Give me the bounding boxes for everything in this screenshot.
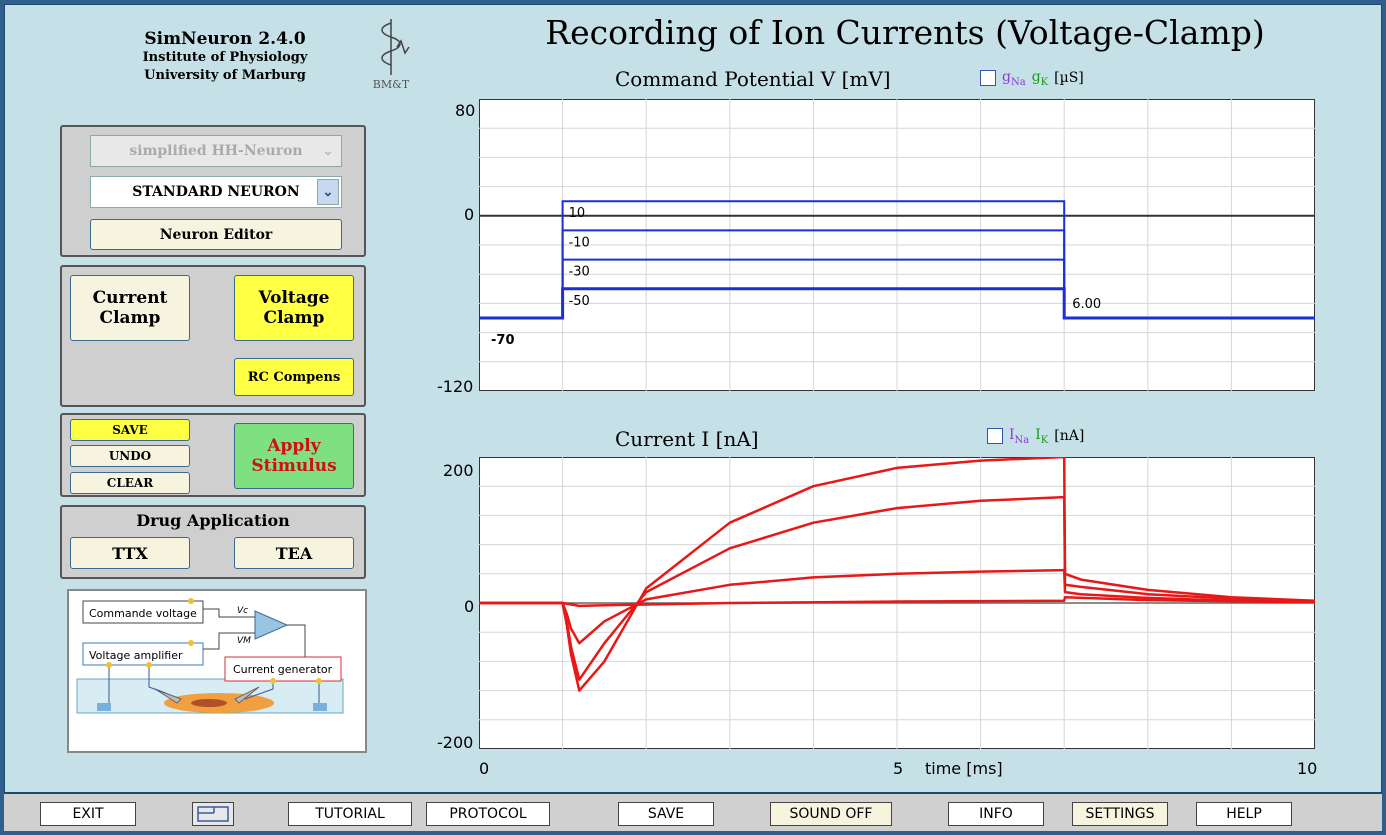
window-icon bbox=[197, 806, 229, 822]
chevron-down-icon: ⌄ bbox=[317, 179, 339, 205]
ttx-button[interactable]: TTX bbox=[70, 537, 190, 569]
page-title: Recording of Ion Currents (Voltage-Clamp… bbox=[545, 13, 1265, 52]
circuit-vm-label: VM bbox=[237, 636, 251, 646]
current-legend: INa IK [nA] bbox=[987, 427, 1084, 446]
step-label: -50 bbox=[569, 294, 590, 309]
circuit-vc-label: Vc bbox=[237, 606, 248, 616]
save-stimulus-button[interactable]: SAVE bbox=[70, 419, 190, 441]
i-xtick-10: 10 bbox=[1297, 759, 1318, 778]
current-trace-2 bbox=[479, 568, 1315, 645]
legend-g-k: gK bbox=[1031, 69, 1049, 88]
conductance-checkbox[interactable] bbox=[980, 70, 996, 87]
current-plot bbox=[479, 457, 1315, 749]
v-ytick-bottom: -120 bbox=[437, 377, 474, 396]
settings-button[interactable]: SETTINGS bbox=[1072, 802, 1168, 826]
apply-stimulus-button[interactable]: Apply Stimulus bbox=[234, 423, 354, 489]
brand: SimNeuron 2.4.0 Institute of Physiology … bbox=[125, 29, 325, 85]
tutorial-button[interactable]: TUTORIAL bbox=[288, 802, 412, 826]
chevron-down-icon: ⌄ bbox=[322, 143, 334, 159]
circuit-command-label: Commande voltage bbox=[89, 607, 197, 620]
mode-panel: Current Clamp Voltage Clamp RC Compens bbox=[60, 265, 366, 407]
drug-panel: Drug Application TTX TEA bbox=[60, 505, 366, 579]
app-window: SimNeuron 2.4.0 Institute of Physiology … bbox=[4, 4, 1382, 831]
circuit-graphic: Commande voltage Voltage amplifier Curre… bbox=[76, 598, 344, 714]
circuit-diagram: Commande voltage Voltage amplifier Curre… bbox=[67, 589, 367, 753]
tea-button[interactable]: TEA bbox=[234, 537, 354, 569]
current-trace-3 bbox=[479, 595, 1315, 608]
end-time-label: 6.00 bbox=[1072, 297, 1101, 312]
voltage-plot: 10 -10 -30 -50 -70 6.00 bbox=[479, 99, 1315, 391]
legend-g-na: gNa bbox=[1002, 69, 1026, 88]
legend-i-unit: [nA] bbox=[1054, 428, 1085, 445]
neuron-select-value: STANDARD NEURON bbox=[132, 184, 300, 200]
drug-title: Drug Application bbox=[136, 511, 290, 530]
voltage-legend: gNa gK [µS] bbox=[980, 69, 1084, 88]
exit-button[interactable]: EXIT bbox=[40, 802, 136, 826]
neuron-panel: simplified HH-Neuron ⌄ STANDARD NEURON ⌄… bbox=[60, 125, 366, 257]
i-ytick-mid: 0 bbox=[464, 597, 475, 616]
university: University of Marburg bbox=[144, 68, 306, 83]
neuron-select[interactable]: STANDARD NEURON ⌄ bbox=[90, 176, 342, 208]
current-clamp-button[interactable]: Current Clamp bbox=[70, 275, 190, 341]
bmt-logo: BM&T bbox=[361, 17, 421, 91]
circuit-amplifier-label: Voltage amplifier bbox=[89, 649, 183, 662]
time-axis-label: time [ms] bbox=[925, 759, 1003, 778]
app-name: SimNeuron 2.4.0 bbox=[144, 29, 306, 49]
current-checkbox[interactable] bbox=[987, 428, 1003, 445]
clear-button[interactable]: CLEAR bbox=[70, 472, 190, 494]
circuit-generator-label: Current generator bbox=[233, 663, 333, 676]
legend-i-na: INa bbox=[1009, 427, 1030, 446]
sound-toggle-button[interactable]: SOUND OFF bbox=[770, 802, 892, 826]
window-toggle-button[interactable] bbox=[192, 802, 234, 826]
i-xtick-0: 0 bbox=[479, 759, 490, 778]
voltage-clamp-button[interactable]: Voltage Clamp bbox=[234, 275, 354, 341]
i-ytick-bottom: -200 bbox=[437, 733, 474, 752]
step-label: -10 bbox=[569, 235, 590, 250]
neuron-editor-button[interactable]: Neuron Editor bbox=[90, 219, 342, 250]
undo-button[interactable]: UNDO bbox=[70, 445, 190, 467]
logo-text: BM&T bbox=[372, 78, 410, 91]
current-trace-1 bbox=[479, 495, 1315, 681]
institute: Institute of Physiology bbox=[142, 50, 308, 65]
i-xtick-5: 5 bbox=[893, 759, 904, 778]
voltage-trace-3 bbox=[479, 287, 1315, 320]
current-plot-title: Current I [nA] bbox=[615, 427, 759, 451]
info-button[interactable]: INFO bbox=[948, 802, 1044, 826]
legend-g-unit: [µS] bbox=[1054, 70, 1084, 87]
step-label: -30 bbox=[569, 265, 590, 280]
model-select[interactable]: simplified HH-Neuron ⌄ bbox=[90, 135, 342, 167]
v-ytick-mid: 0 bbox=[464, 205, 475, 224]
protocol-button[interactable]: PROTOCOL bbox=[426, 802, 550, 826]
save-button[interactable]: SAVE bbox=[618, 802, 714, 826]
step-label: 10 bbox=[569, 206, 586, 221]
rc-compens-button[interactable]: RC Compens bbox=[234, 358, 354, 396]
model-select-value: simplified HH-Neuron bbox=[129, 143, 303, 159]
holding-label: -70 bbox=[491, 333, 515, 348]
help-button[interactable]: HELP bbox=[1196, 802, 1292, 826]
actions-panel: SAVE UNDO CLEAR Apply Stimulus bbox=[60, 413, 366, 497]
bottom-toolbar: EXIT TUTORIAL PROTOCOL SAVE SOUND OFF IN… bbox=[4, 792, 1382, 831]
logo-graphic bbox=[381, 19, 410, 75]
legend-i-k: IK bbox=[1035, 427, 1049, 446]
v-ytick-top: 80 bbox=[455, 101, 476, 120]
i-ytick-top: 200 bbox=[443, 461, 474, 480]
voltage-plot-title: Command Potential V [mV] bbox=[615, 67, 891, 91]
